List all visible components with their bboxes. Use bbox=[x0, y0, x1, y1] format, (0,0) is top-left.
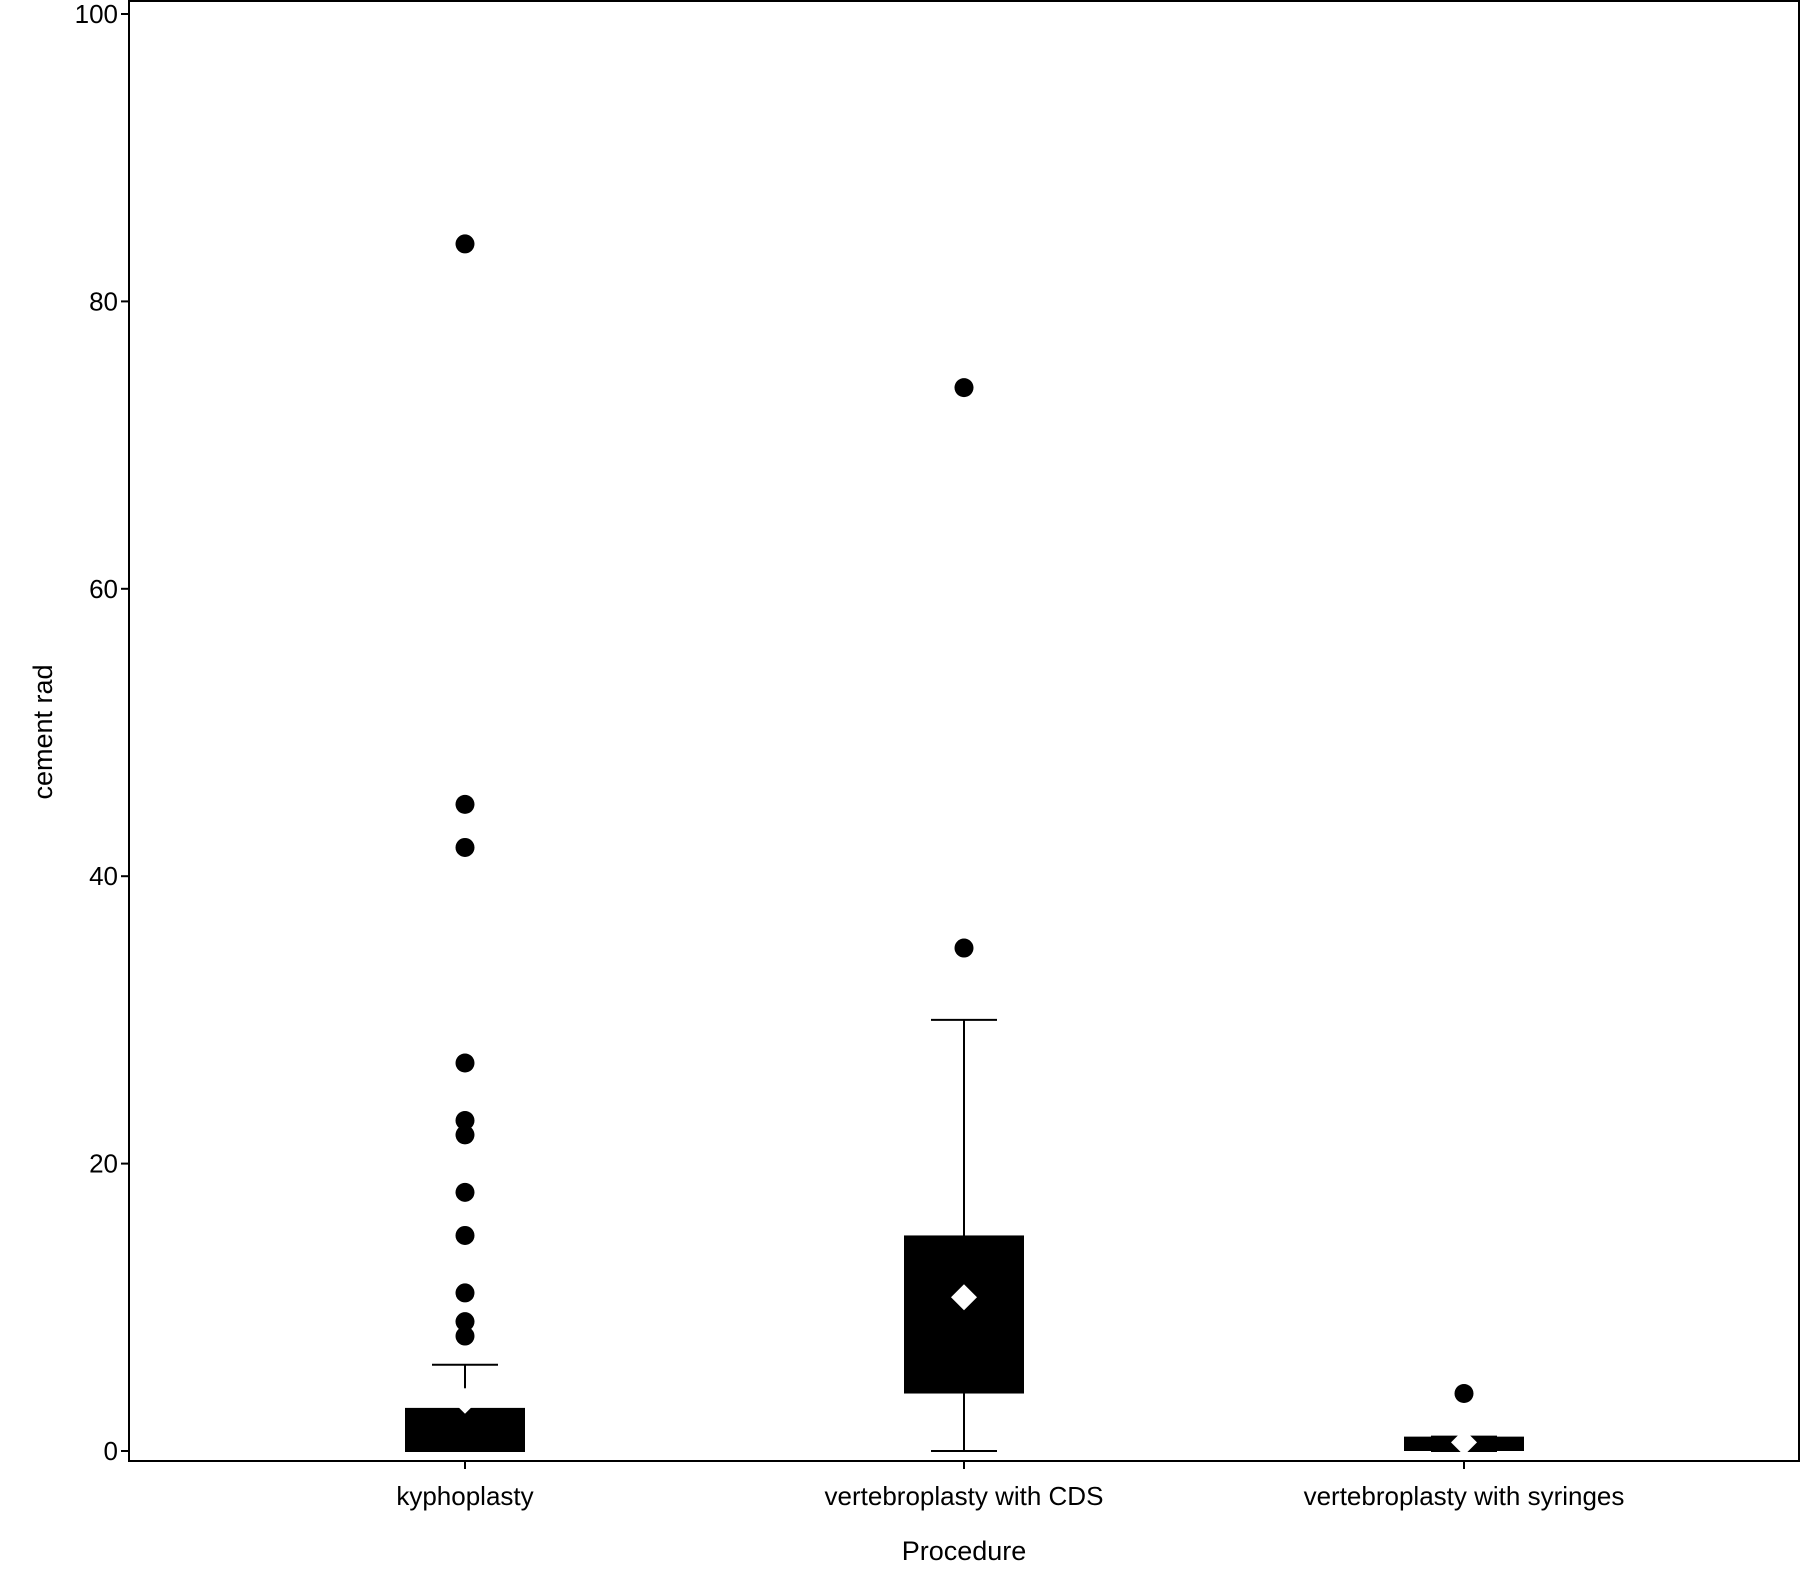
box-iqr bbox=[405, 1407, 525, 1451]
mean-marker bbox=[452, 1387, 478, 1414]
mean-marker bbox=[1451, 1429, 1477, 1456]
y-axis: 0 20 40 60 80 100 bbox=[75, 0, 129, 1466]
outlier-point bbox=[1454, 1384, 1474, 1404]
y-tick-label: 40 bbox=[89, 861, 118, 891]
outlier-point bbox=[455, 1110, 475, 1130]
outlier-point bbox=[455, 1312, 475, 1332]
outlier-point bbox=[455, 1283, 475, 1303]
outlier-point bbox=[455, 234, 475, 254]
boxes bbox=[405, 234, 1524, 1456]
outlier-point bbox=[954, 938, 974, 958]
outlier-point bbox=[455, 794, 475, 814]
x-tick-label: kyphoplasty bbox=[396, 1481, 533, 1511]
box-iqr bbox=[904, 1235, 1024, 1394]
outlier-point bbox=[954, 378, 974, 398]
outlier-point bbox=[455, 837, 475, 857]
outlier-point bbox=[455, 1053, 475, 1073]
y-tick-label: 0 bbox=[104, 1436, 118, 1466]
outlier-point bbox=[455, 1125, 475, 1145]
y-tick-label: 60 bbox=[89, 574, 118, 604]
x-tick-label: vertebroplasty with CDS bbox=[825, 1481, 1104, 1511]
outlier-point bbox=[455, 1225, 475, 1245]
x-axis: kyphoplasty vertebroplasty with CDS verteb… bbox=[396, 1461, 1624, 1511]
mean-marker bbox=[951, 1284, 977, 1311]
y-axis-title: cement rad bbox=[28, 664, 58, 799]
outlier-point bbox=[455, 1326, 475, 1346]
y-tick-label: 100 bbox=[75, 0, 118, 29]
y-tick-label: 80 bbox=[89, 286, 118, 316]
x-tick-label: vertebroplasty with syringes bbox=[1304, 1481, 1625, 1511]
x-axis-title: Procedure bbox=[902, 1536, 1027, 1566]
outlier-point bbox=[455, 1182, 475, 1202]
y-tick-label: 20 bbox=[89, 1149, 118, 1179]
